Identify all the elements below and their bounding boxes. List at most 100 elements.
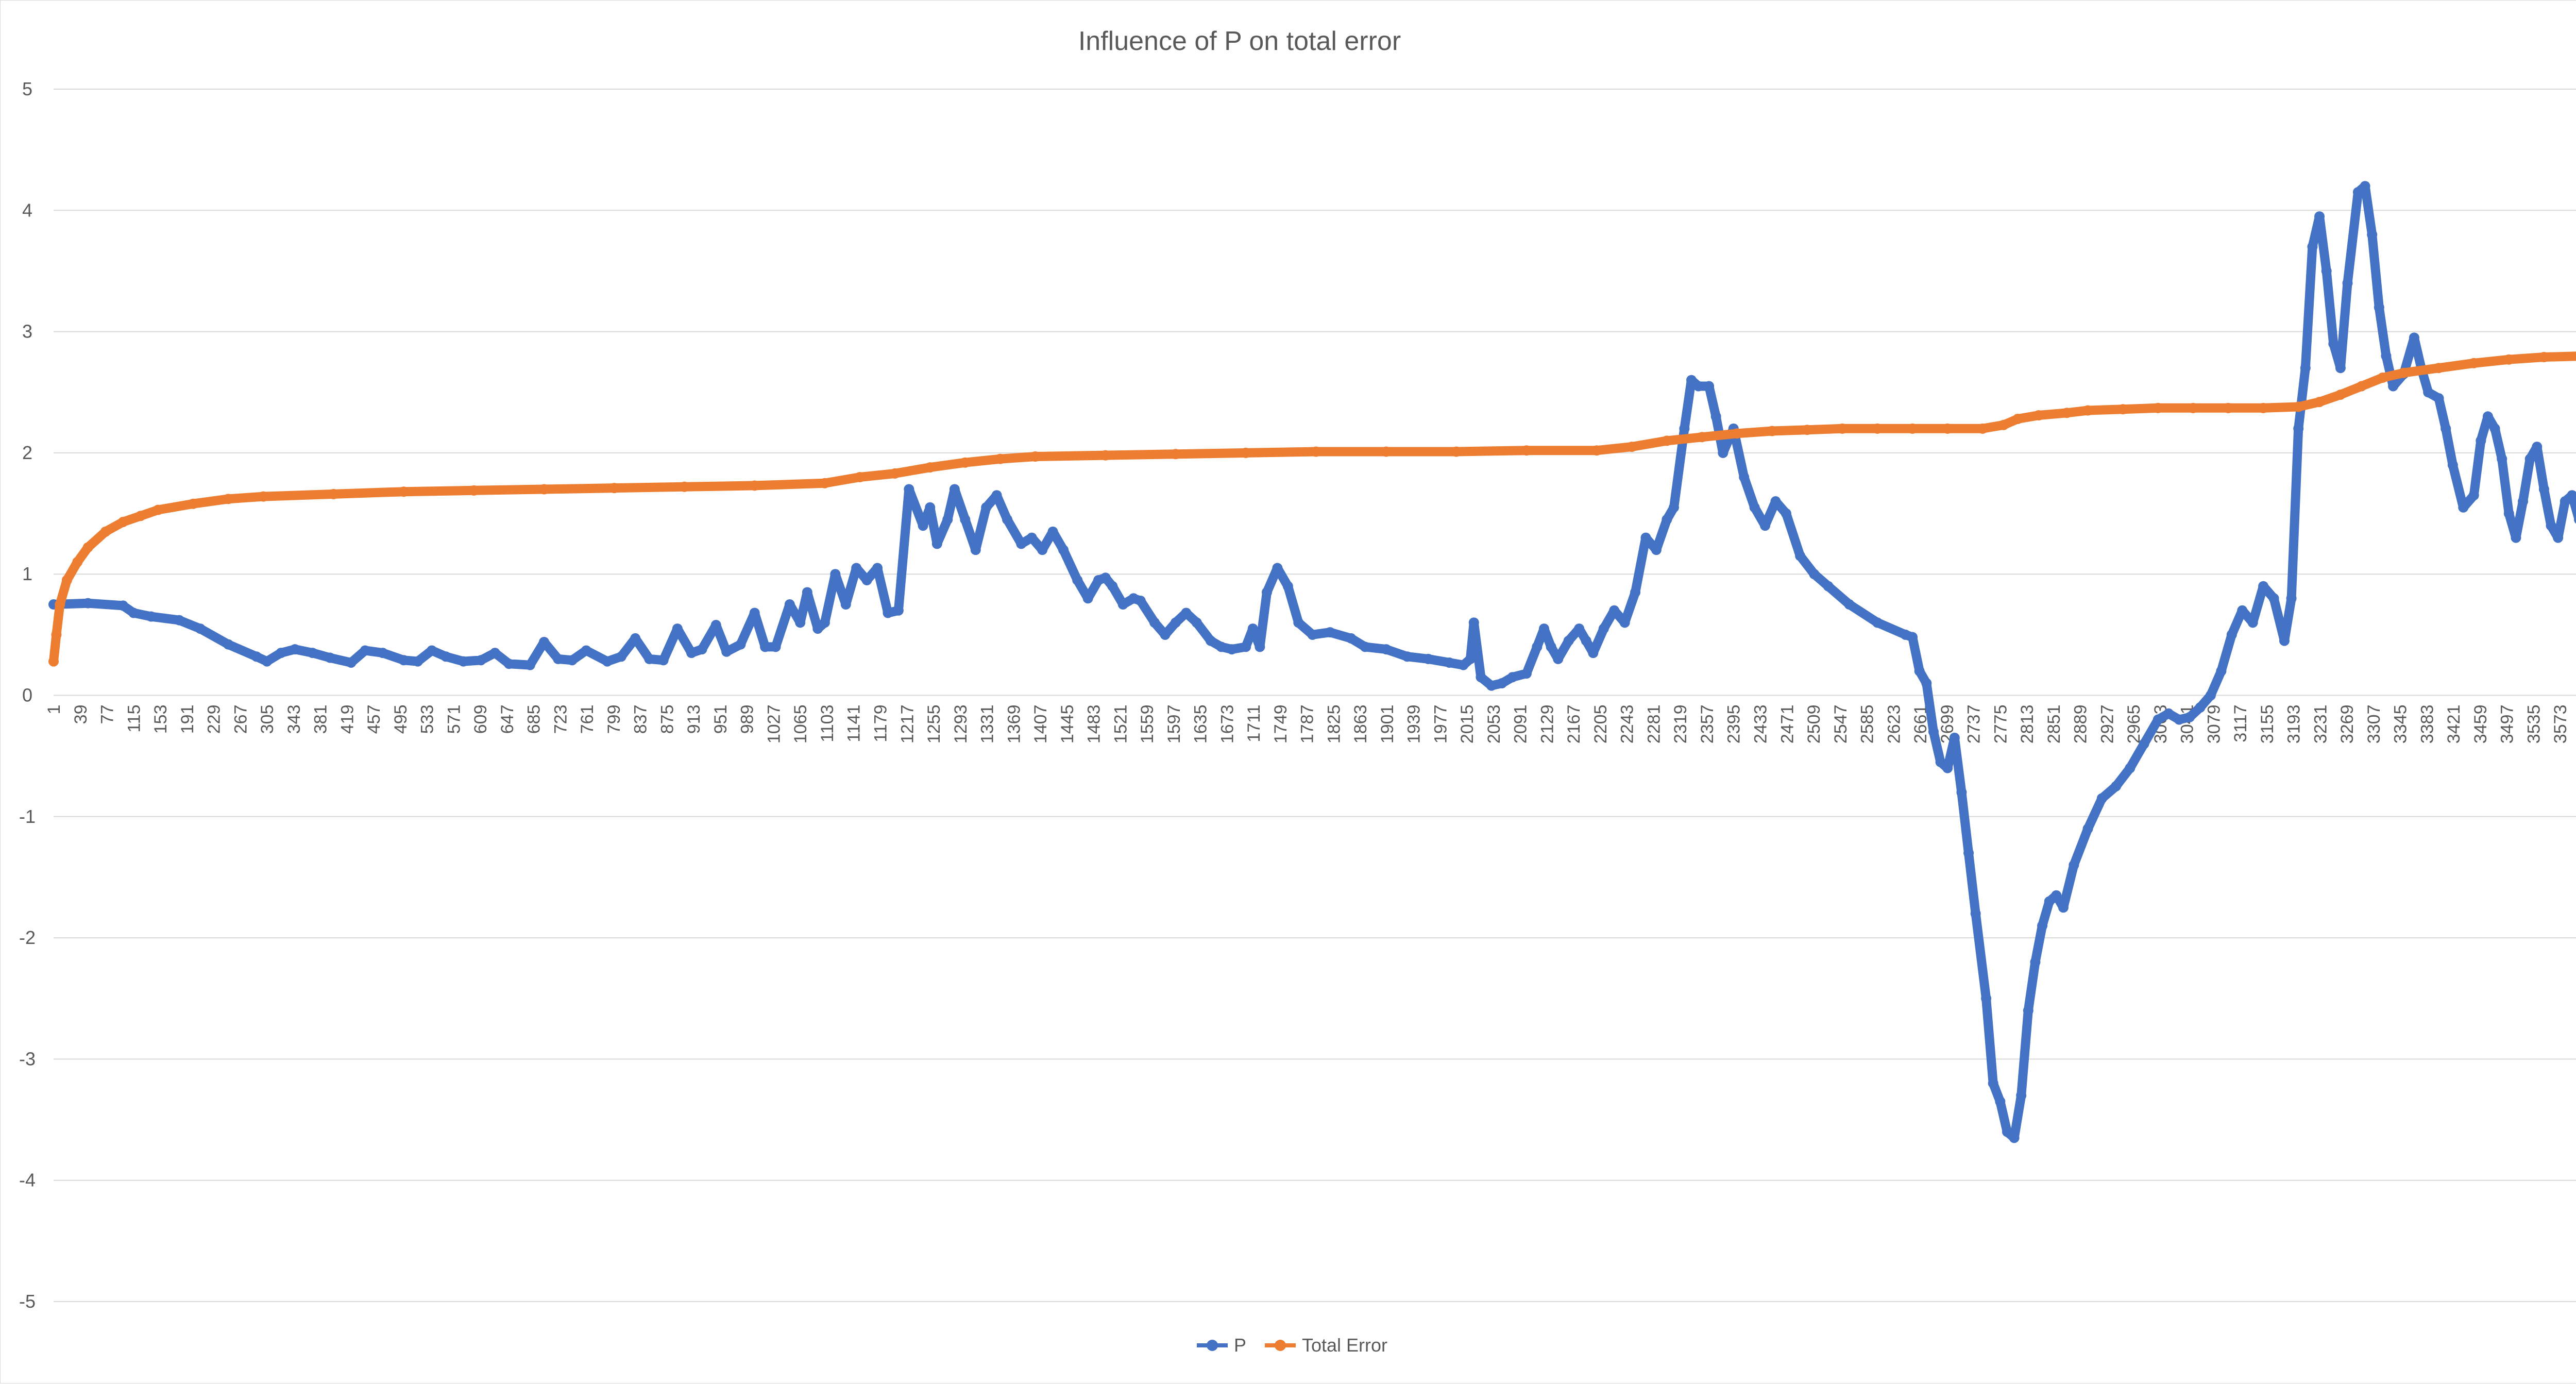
data-point (360, 645, 370, 656)
data-point (524, 660, 535, 670)
data-point (1465, 653, 1476, 664)
data-point (51, 629, 62, 640)
data-point (1402, 651, 1413, 662)
x-tick-label: 2965 (2124, 705, 2144, 744)
data-point (602, 656, 613, 667)
x-tick-label: 1141 (844, 705, 864, 742)
data-point (2061, 408, 2072, 418)
data-point (2433, 393, 2444, 404)
x-tick-label: 3497 (2498, 705, 2517, 744)
data-point (1942, 423, 1953, 434)
x-tick-label: 2357 (1698, 705, 1717, 744)
data-point (1381, 446, 1392, 457)
data-point (2524, 453, 2535, 464)
x-tick-label: 989 (738, 705, 757, 734)
gridlines (54, 89, 2576, 1302)
data-point (893, 605, 904, 616)
x-tick-label: 571 (444, 705, 464, 734)
x-tick-label: 1673 (1217, 705, 1237, 744)
data-point (1693, 381, 1704, 392)
data-point (1956, 787, 1967, 798)
x-tick-label: 2585 (1858, 705, 1877, 744)
y-tick-label: -5 (19, 1291, 36, 1312)
data-point (1458, 660, 1469, 670)
data-point (2511, 532, 2521, 543)
data-point (1476, 672, 1486, 683)
data-point (398, 486, 409, 497)
data-point (1710, 411, 1721, 422)
x-axis-tick-labels: 1 39 77 115 153 191 229 267 305 343 381 419 457 495 53… (44, 704, 2570, 744)
data-point (2374, 302, 2384, 313)
legend-marker-icon (1207, 1340, 1218, 1351)
data-point (795, 617, 806, 628)
x-tick-label: 2509 (1804, 705, 1824, 744)
data-point (1030, 451, 1041, 462)
data-point (2560, 496, 2570, 507)
data-point (1581, 635, 1591, 646)
chart-title: Influence of P on total error (1078, 26, 1401, 56)
data-point (949, 484, 960, 495)
data-point (2111, 781, 2122, 791)
data-point (819, 478, 830, 488)
data-point (2009, 1133, 2020, 1143)
x-tick-label: 1787 (1298, 705, 1317, 744)
data-point (1507, 672, 1518, 683)
data-point (1002, 514, 1013, 525)
data-point (117, 600, 128, 611)
data-point (1486, 680, 1497, 691)
data-point (2002, 1126, 2012, 1137)
data-point (630, 633, 641, 644)
data-point (1170, 617, 1181, 628)
data-point (2503, 508, 2514, 519)
x-tick-label: 495 (391, 705, 411, 734)
x-tick-label: 1445 (1058, 705, 1077, 744)
data-point (1760, 520, 1771, 531)
data-point (427, 645, 437, 656)
data-point (325, 652, 335, 663)
x-tick-label: 2015 (1458, 705, 1477, 744)
data-point (2216, 666, 2227, 677)
x-tick-label: 1825 (1324, 705, 1344, 744)
x-tick-label: 761 (578, 705, 597, 734)
data-point (2335, 363, 2346, 374)
data-point (1016, 538, 1027, 549)
x-tick-label: 1065 (791, 705, 810, 744)
data-point (1942, 763, 1953, 773)
y-tick-label: 1 (22, 563, 32, 584)
y-tick-label: -3 (19, 1048, 36, 1069)
x-tick-label: 2775 (1991, 705, 2010, 744)
data-point (2258, 402, 2269, 413)
series-p (48, 181, 2576, 1143)
y-tick-label: -1 (19, 806, 36, 827)
data-point (1255, 642, 1265, 652)
data-point (1521, 445, 1532, 456)
data-point (2447, 460, 2458, 470)
data-point (840, 599, 851, 610)
data-point (2388, 381, 2399, 392)
data-point (2268, 593, 2279, 604)
x-tick-label: 533 (418, 705, 437, 734)
x-tick-label: 2053 (1484, 705, 1504, 744)
data-point (458, 656, 469, 667)
data-point (2258, 581, 2269, 592)
y-tick-label: 3 (22, 321, 32, 342)
data-point (1907, 423, 1918, 434)
data-point (749, 607, 760, 618)
data-point (1037, 545, 1048, 555)
data-point (970, 545, 981, 555)
data-point (1100, 572, 1111, 583)
x-tick-label: 343 (284, 705, 304, 734)
data-point (188, 498, 199, 509)
x-tick-label: 2433 (1751, 705, 1771, 744)
data-point (1767, 426, 1777, 436)
data-point (925, 502, 936, 513)
x-tick-label: 191 (178, 705, 197, 734)
data-point (2567, 490, 2576, 501)
data-point (2538, 484, 2549, 495)
x-tick-label: 2281 (1644, 705, 1664, 744)
data-point (2538, 352, 2549, 363)
data-point (890, 468, 901, 479)
data-point (82, 598, 93, 609)
data-point (128, 607, 139, 618)
